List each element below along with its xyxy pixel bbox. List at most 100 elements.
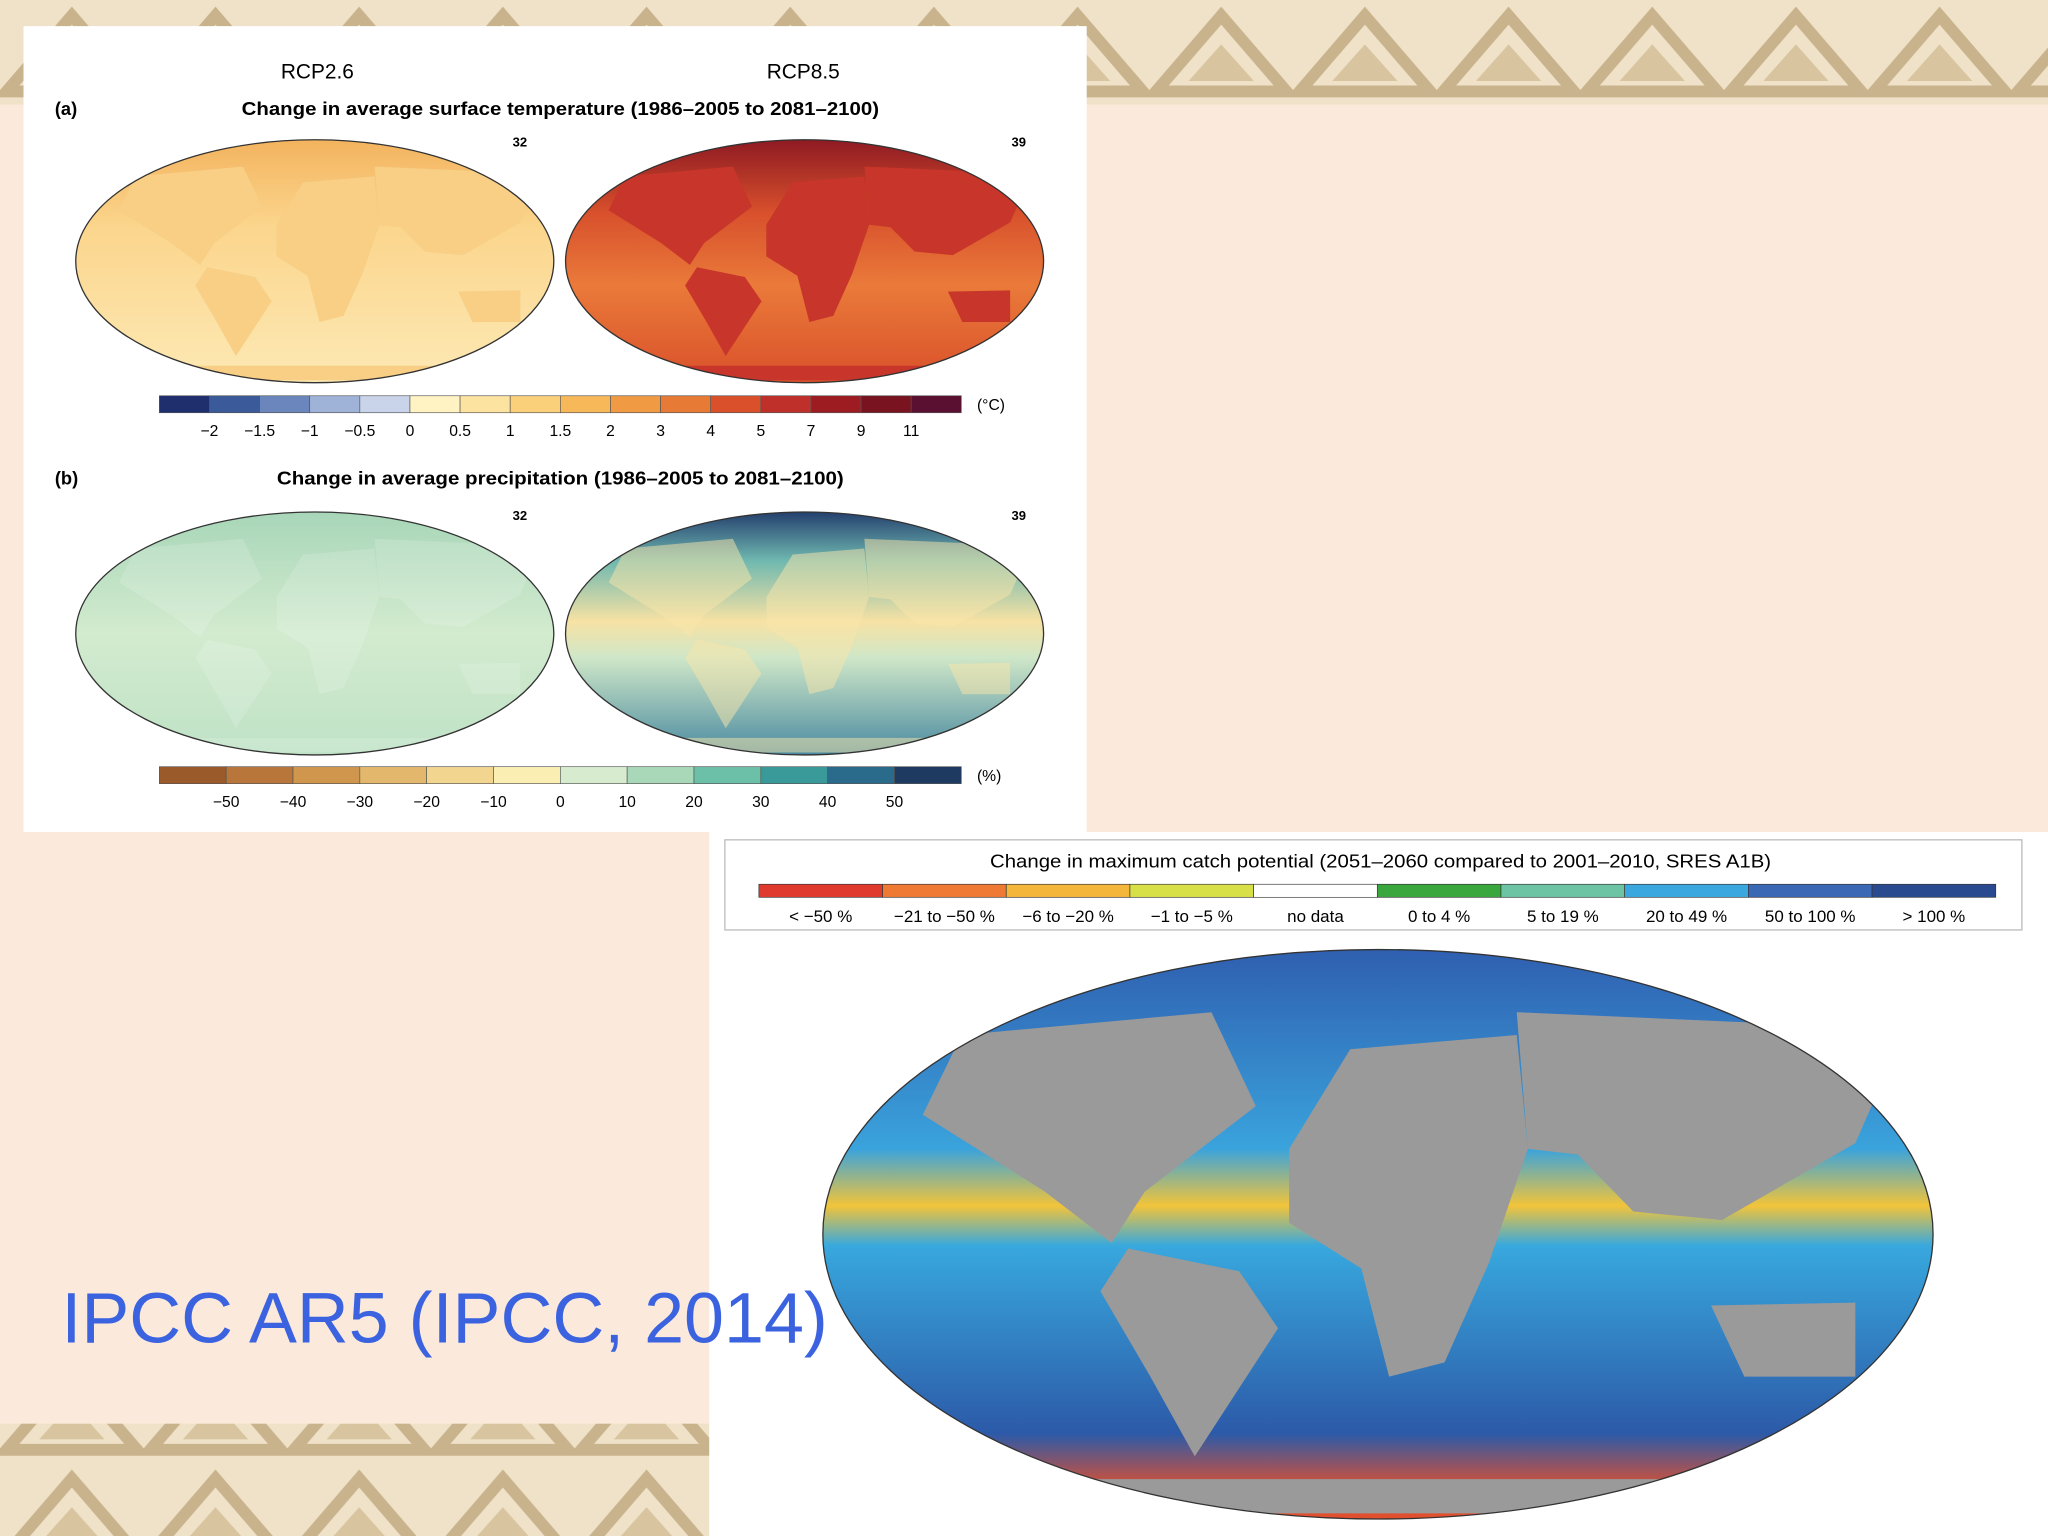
scenario-label: RCP2.6 — [281, 60, 354, 83]
landmass — [609, 539, 752, 637]
map — [75, 511, 554, 755]
colorbar-tick-label: −1 — [301, 423, 319, 440]
colorbar-segment — [159, 395, 210, 414]
colorbar-segment — [760, 766, 828, 784]
colorbars: −2 −1.5 −1 −0.5 0 0.5 1 1.5 2 3 4 5 7 9 11 (°C) −50 −40 −3… — [159, 395, 1997, 926]
colorbar-segment — [426, 766, 494, 784]
legend-label: 20 to 49 % — [1646, 907, 1727, 926]
landmass — [1711, 1302, 1856, 1377]
legend-label: > 100 % — [1903, 907, 1966, 926]
landmass — [277, 176, 380, 322]
model-count: 32 — [513, 508, 528, 523]
colorbar-segment — [559, 766, 628, 784]
legend-swatch — [1500, 883, 1626, 898]
legend-label: 0 to 4 % — [1408, 907, 1470, 926]
colorbar-tick-label: −30 — [347, 794, 374, 811]
landmass — [922, 1012, 1256, 1243]
landmass — [766, 176, 869, 322]
map-outline — [822, 948, 1934, 1520]
landmass — [195, 640, 271, 729]
landmass — [1289, 1034, 1528, 1377]
colorbar-tick-label: 3 — [656, 423, 665, 440]
legend-label: −6 to −20 % — [1022, 907, 1114, 926]
landmass — [458, 290, 520, 322]
colorbar-tick-label: −40 — [280, 794, 307, 811]
colorbar-segment — [810, 395, 862, 414]
colorbar-tick-label: −2 — [201, 423, 219, 440]
colorbar-tick-label: 30 — [752, 794, 770, 811]
legend-label: 50 to 100 % — [1765, 907, 1856, 926]
map-outline — [75, 139, 555, 384]
colorbar-tick-label: −50 — [213, 794, 240, 811]
legend-swatch — [882, 883, 1007, 898]
map-outline — [564, 139, 1045, 384]
colorbar-segment — [292, 766, 361, 784]
colorbar-segment — [493, 766, 561, 784]
legend-swatch — [1129, 883, 1254, 898]
legend-swatch — [1376, 883, 1502, 898]
caption: IPCC AR5 (IPCC, 2014) — [61, 1279, 827, 1359]
colorbar-tick-label: 4 — [706, 423, 715, 440]
map — [822, 949, 1934, 1520]
landmass — [1516, 1012, 1906, 1221]
colorbar-tick-label: 7 — [807, 423, 816, 440]
landmass — [119, 539, 262, 637]
colorbar-segment — [610, 395, 661, 414]
colorbar-tick-label: 0 — [406, 423, 415, 440]
model-count: 39 — [1012, 508, 1027, 523]
colorbar-tick-label: −20 — [413, 794, 440, 811]
colorbar-segment — [209, 395, 260, 414]
landmass — [609, 166, 752, 264]
colorbar-segment — [827, 766, 895, 784]
colorbar-segment — [760, 395, 812, 414]
legend-swatch — [1871, 883, 1997, 898]
map-ocean — [75, 511, 554, 755]
colorbar-segment — [459, 395, 511, 414]
colorbar-segment — [910, 395, 962, 414]
colorbar-tick-label: 20 — [685, 794, 703, 811]
landmass — [766, 548, 869, 694]
colorbar-tick-label: 1 — [506, 423, 515, 440]
panel-label: (a) — [55, 98, 77, 119]
map — [565, 511, 1044, 755]
colorbar-segment — [409, 395, 461, 414]
landmass — [948, 663, 1010, 695]
colorbar-unit: (°C) — [977, 397, 1005, 414]
landmass — [119, 166, 262, 264]
colorbar-tick-label: 40 — [819, 794, 837, 811]
legend-label: < −50 % — [789, 907, 852, 926]
colorbar-tick-label: 0 — [556, 794, 565, 811]
map-outline — [564, 511, 1045, 756]
colorbar-tick-label: 5 — [756, 423, 765, 440]
colorbar-segment — [693, 766, 762, 784]
landmass — [685, 640, 761, 729]
landmass — [277, 548, 380, 694]
colorbar-segment — [626, 766, 695, 784]
colorbar-segment — [660, 395, 712, 414]
landmass — [948, 290, 1010, 322]
legend-label: −1 to −5 % — [1151, 907, 1233, 926]
colorbar-tick-label: −0.5 — [344, 423, 375, 440]
colorbar-tick-label: 1.5 — [549, 423, 571, 440]
model-count: 39 — [1012, 134, 1027, 149]
legend-label: −21 to −50 % — [894, 907, 995, 926]
legend-label: 5 to 19 % — [1527, 907, 1599, 926]
colorbar-tick-label: 10 — [618, 794, 636, 811]
panel-title: Change in average surface temperature (1… — [242, 98, 879, 119]
colorbar-segment — [359, 766, 427, 784]
panel-title: Change in average precipitation (1986–20… — [277, 468, 844, 489]
map — [565, 139, 1044, 383]
colorbar-segment — [559, 395, 611, 414]
catch-title: Change in maximum catch potential (2051–… — [990, 850, 1771, 871]
colorbar-segment — [309, 395, 361, 414]
legend-label: no data — [1287, 907, 1344, 926]
legend-swatch — [1748, 883, 1873, 898]
model-count: 32 — [513, 134, 528, 149]
colorbar-segment — [225, 766, 294, 784]
map-outline — [75, 511, 555, 756]
colorbar-segment — [894, 766, 962, 784]
colorbar-tick-label: 50 — [886, 794, 904, 811]
colorbar-tick-label: 11 — [903, 423, 919, 440]
